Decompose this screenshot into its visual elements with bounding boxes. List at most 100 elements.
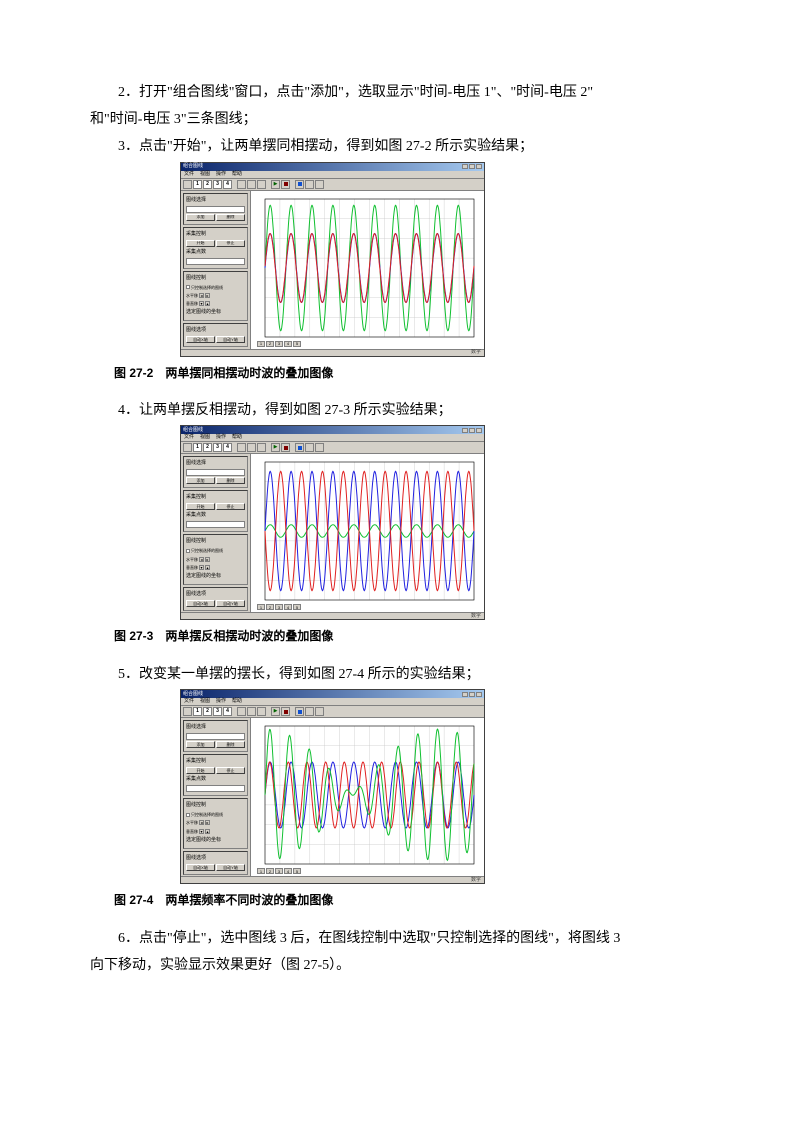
menu-file[interactable]: 文件: [184, 433, 194, 442]
delete-button[interactable]: 删除: [216, 741, 245, 748]
menu-op[interactable]: 操作: [216, 697, 226, 706]
tab-1[interactable]: 1: [193, 443, 202, 452]
tb-tool4[interactable]: [305, 443, 314, 452]
menu-help[interactable]: 帮助: [232, 170, 242, 179]
add-button[interactable]: 添加: [186, 214, 215, 221]
tab-1[interactable]: 1: [193, 180, 202, 189]
tab-3[interactable]: 3: [213, 443, 222, 452]
menu-file[interactable]: 文件: [184, 697, 194, 706]
hshift-left[interactable]: ◂: [199, 557, 204, 562]
add-button[interactable]: 添加: [186, 741, 215, 748]
xtab-1[interactable]: 1: [257, 604, 265, 610]
play-icon[interactable]: ▶: [271, 707, 280, 716]
menu-view[interactable]: 视图: [200, 433, 210, 442]
play-icon[interactable]: ▶: [271, 180, 280, 189]
tab-4[interactable]: 4: [223, 443, 232, 452]
menu-help[interactable]: 帮助: [232, 697, 242, 706]
tb-tool4[interactable]: [305, 180, 314, 189]
menu-op[interactable]: 操作: [216, 433, 226, 442]
vshift-down[interactable]: ▾: [199, 565, 204, 570]
tb-tool5[interactable]: [315, 443, 324, 452]
stop-icon[interactable]: [281, 180, 290, 189]
tab-2[interactable]: 2: [203, 180, 212, 189]
start-button[interactable]: 开始: [186, 240, 215, 247]
close-icon[interactable]: [476, 692, 482, 697]
xtab-1[interactable]: 1: [257, 868, 265, 874]
tb-tool1[interactable]: [237, 443, 246, 452]
menu-file[interactable]: 文件: [184, 170, 194, 179]
tb-tool2[interactable]: [247, 180, 256, 189]
tb-blank[interactable]: [183, 443, 192, 452]
tb-tool1[interactable]: [237, 180, 246, 189]
tab-3[interactable]: 3: [213, 707, 222, 716]
tab-4[interactable]: 4: [223, 180, 232, 189]
autoy-button[interactable]: 自动Y轴: [216, 864, 245, 871]
tb-tool3[interactable]: [257, 707, 266, 716]
start-button[interactable]: 开始: [186, 503, 215, 510]
tb-tool4[interactable]: [305, 707, 314, 716]
tab-4[interactable]: 4: [223, 707, 232, 716]
stop-icon[interactable]: [281, 707, 290, 716]
only-selected-check[interactable]: 只控制选择的图线: [186, 547, 245, 554]
only-selected-check[interactable]: 只控制选择的图线: [186, 284, 245, 291]
tb-tool2[interactable]: [247, 707, 256, 716]
tb-tool5[interactable]: [315, 707, 324, 716]
menu-op[interactable]: 操作: [216, 170, 226, 179]
add-button[interactable]: 添加: [186, 477, 215, 484]
menu-view[interactable]: 视图: [200, 697, 210, 706]
xtab-3[interactable]: 3: [275, 868, 283, 874]
xtab-3[interactable]: 3: [275, 604, 283, 610]
line-dropdown[interactable]: [186, 733, 245, 740]
stop-icon[interactable]: [281, 443, 290, 452]
xtab-1[interactable]: 1: [257, 341, 265, 347]
line-dropdown[interactable]: [186, 469, 245, 476]
tb-blue1[interactable]: [295, 180, 304, 189]
maximize-icon[interactable]: [469, 692, 475, 697]
minimize-icon[interactable]: [462, 692, 468, 697]
autox-button[interactable]: 自动X轴: [186, 336, 215, 343]
vshift-up[interactable]: ▴: [205, 829, 210, 834]
tb-blank[interactable]: [183, 180, 192, 189]
tab-2[interactable]: 2: [203, 443, 212, 452]
autox-button[interactable]: 自动X轴: [186, 864, 215, 871]
autox-button[interactable]: 自动X轴: [186, 600, 215, 607]
tb-tool5[interactable]: [315, 180, 324, 189]
stop-button[interactable]: 停止: [216, 240, 245, 247]
autoy-button[interactable]: 自动Y轴: [216, 336, 245, 343]
tb-tool3[interactable]: [257, 180, 266, 189]
xtab-5[interactable]: 5: [293, 604, 301, 610]
start-button[interactable]: 开始: [186, 767, 215, 774]
stop-button[interactable]: 停止: [216, 503, 245, 510]
tab-2[interactable]: 2: [203, 707, 212, 716]
menu-help[interactable]: 帮助: [232, 433, 242, 442]
vshift-up[interactable]: ▴: [205, 565, 210, 570]
vshift-up[interactable]: ▴: [205, 301, 210, 306]
autoy-button[interactable]: 自动Y轴: [216, 600, 245, 607]
minimize-icon[interactable]: [462, 164, 468, 169]
delete-button[interactable]: 删除: [216, 214, 245, 221]
stop-button[interactable]: 停止: [216, 767, 245, 774]
xtab-5[interactable]: 5: [293, 341, 301, 347]
tb-blue1[interactable]: [295, 443, 304, 452]
xtab-3[interactable]: 3: [275, 341, 283, 347]
maximize-icon[interactable]: [469, 164, 475, 169]
vshift-down[interactable]: ▾: [199, 829, 204, 834]
xtab-2[interactable]: 2: [266, 341, 274, 347]
hshift-right[interactable]: ▸: [205, 820, 210, 825]
tab-3[interactable]: 3: [213, 180, 222, 189]
xtab-2[interactable]: 2: [266, 604, 274, 610]
tb-tool3[interactable]: [257, 443, 266, 452]
vshift-down[interactable]: ▾: [199, 301, 204, 306]
delete-button[interactable]: 删除: [216, 477, 245, 484]
pts-dropdown[interactable]: [186, 521, 245, 528]
tb-tool2[interactable]: [247, 443, 256, 452]
close-icon[interactable]: [476, 428, 482, 433]
hshift-left[interactable]: ◂: [199, 820, 204, 825]
hshift-left[interactable]: ◂: [199, 293, 204, 298]
close-icon[interactable]: [476, 164, 482, 169]
tb-blank[interactable]: [183, 707, 192, 716]
maximize-icon[interactable]: [469, 428, 475, 433]
xtab-4[interactable]: 4: [284, 341, 292, 347]
pts-dropdown[interactable]: [186, 785, 245, 792]
play-icon[interactable]: ▶: [271, 443, 280, 452]
